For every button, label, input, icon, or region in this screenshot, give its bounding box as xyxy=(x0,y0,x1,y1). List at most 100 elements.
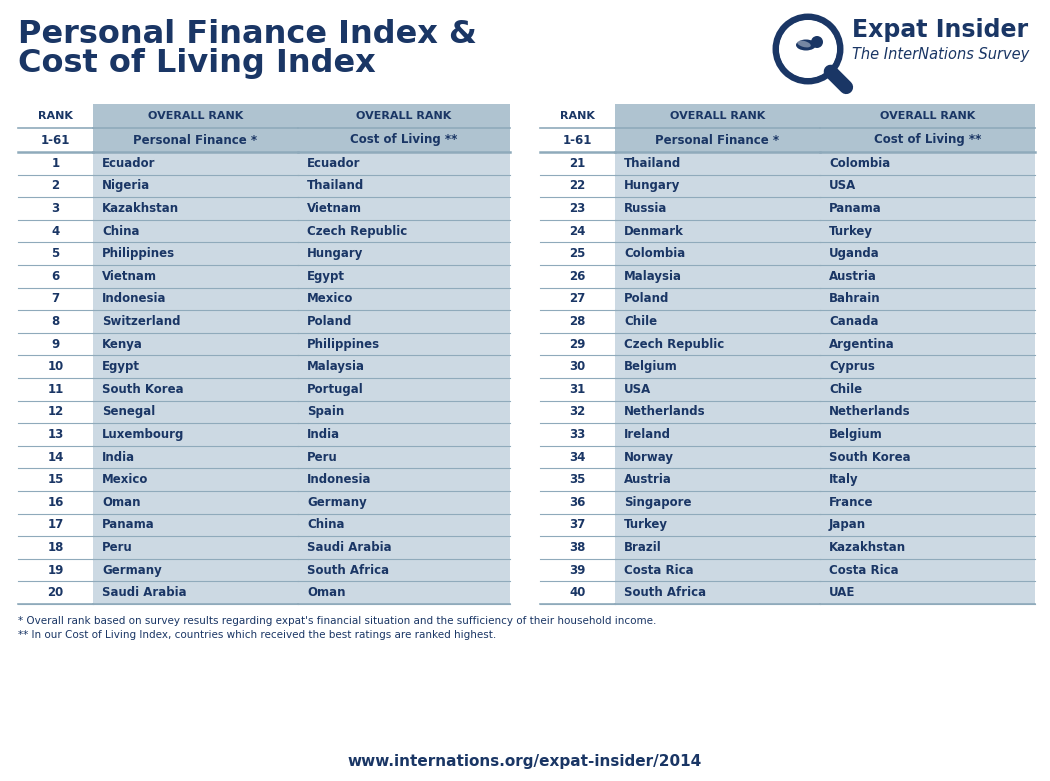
Bar xyxy=(820,446,1035,469)
Text: Panama: Panama xyxy=(102,519,154,531)
Text: Japan: Japan xyxy=(830,519,866,531)
Bar xyxy=(615,491,820,514)
Bar xyxy=(615,469,820,491)
Bar xyxy=(820,558,1035,581)
Text: South Africa: South Africa xyxy=(307,564,390,576)
Bar xyxy=(93,423,298,446)
Bar xyxy=(820,401,1035,423)
Text: Vietnam: Vietnam xyxy=(307,202,362,215)
Text: Uganda: Uganda xyxy=(830,248,880,260)
Bar xyxy=(298,401,510,423)
Text: UAE: UAE xyxy=(830,587,856,599)
Text: Senegal: Senegal xyxy=(102,405,155,419)
Text: Netherlands: Netherlands xyxy=(830,405,910,419)
Text: Personal Finance *: Personal Finance * xyxy=(133,134,257,147)
Text: Vietnam: Vietnam xyxy=(102,269,158,283)
Text: Bahrain: Bahrain xyxy=(830,292,881,305)
Bar xyxy=(615,175,820,197)
Bar xyxy=(820,423,1035,446)
Text: Panama: Panama xyxy=(830,202,882,215)
Text: Denmark: Denmark xyxy=(624,225,684,237)
Bar xyxy=(820,197,1035,219)
Text: OVERALL RANK: OVERALL RANK xyxy=(148,111,244,121)
Bar xyxy=(298,355,510,378)
Text: Saudi Arabia: Saudi Arabia xyxy=(307,541,392,554)
Text: Thailand: Thailand xyxy=(624,157,681,169)
Text: 31: 31 xyxy=(569,383,586,396)
Bar xyxy=(615,242,820,265)
Bar xyxy=(820,128,1035,152)
Bar xyxy=(820,491,1035,514)
Text: Hungary: Hungary xyxy=(624,180,680,192)
Ellipse shape xyxy=(796,40,816,51)
Text: 40: 40 xyxy=(569,587,586,599)
Text: Cyprus: Cyprus xyxy=(830,360,875,373)
Text: Czech Republic: Czech Republic xyxy=(307,225,407,237)
Bar xyxy=(615,401,820,423)
Bar xyxy=(615,333,820,355)
Bar xyxy=(298,469,510,491)
Bar xyxy=(615,197,820,219)
Text: Mexico: Mexico xyxy=(102,473,148,487)
Text: Luxembourg: Luxembourg xyxy=(102,428,185,441)
Text: India: India xyxy=(307,428,340,441)
Bar xyxy=(93,197,298,219)
Text: Personal Finance Index &: Personal Finance Index & xyxy=(18,19,477,50)
Text: 5: 5 xyxy=(51,248,60,260)
Bar xyxy=(298,197,510,219)
Text: Colombia: Colombia xyxy=(830,157,890,169)
Text: OVERALL RANK: OVERALL RANK xyxy=(880,111,975,121)
Text: Cost of Living **: Cost of Living ** xyxy=(874,134,981,147)
Text: Cost of Living **: Cost of Living ** xyxy=(351,134,458,147)
Bar xyxy=(298,219,510,242)
Text: OVERALL RANK: OVERALL RANK xyxy=(670,111,765,121)
Text: South Africa: South Africa xyxy=(624,587,706,599)
Text: Colombia: Colombia xyxy=(624,248,686,260)
Bar xyxy=(93,152,298,175)
Ellipse shape xyxy=(797,41,811,48)
Bar xyxy=(820,104,1035,128)
Text: Egypt: Egypt xyxy=(307,269,345,283)
Text: Malaysia: Malaysia xyxy=(624,269,682,283)
Bar xyxy=(615,128,820,152)
Bar xyxy=(820,242,1035,265)
Text: Ireland: Ireland xyxy=(624,428,671,441)
Text: 37: 37 xyxy=(569,519,586,531)
Bar xyxy=(615,219,820,242)
Text: ** In our Cost of Living Index, countries which received the best ratings are ra: ** In our Cost of Living Index, countrie… xyxy=(18,630,497,640)
Text: Austria: Austria xyxy=(830,269,877,283)
Text: 25: 25 xyxy=(569,248,586,260)
Text: Chile: Chile xyxy=(624,315,657,328)
Text: Nigeria: Nigeria xyxy=(102,180,150,192)
Bar xyxy=(820,333,1035,355)
Text: 32: 32 xyxy=(569,405,586,419)
Text: Malaysia: Malaysia xyxy=(307,360,365,373)
Bar xyxy=(615,423,820,446)
Text: Philippines: Philippines xyxy=(307,337,380,351)
Text: 4: 4 xyxy=(51,225,60,237)
Bar xyxy=(93,446,298,469)
Bar xyxy=(93,581,298,604)
Text: 10: 10 xyxy=(47,360,64,373)
Bar xyxy=(615,558,820,581)
Bar xyxy=(93,355,298,378)
Text: Ecuador: Ecuador xyxy=(307,157,360,169)
Bar xyxy=(93,514,298,537)
Text: 29: 29 xyxy=(569,337,586,351)
Text: 2: 2 xyxy=(51,180,60,192)
Text: Italy: Italy xyxy=(830,473,859,487)
Text: 33: 33 xyxy=(569,428,586,441)
Text: China: China xyxy=(307,519,344,531)
Bar xyxy=(820,514,1035,537)
Bar xyxy=(298,558,510,581)
Bar xyxy=(93,401,298,423)
Text: Oman: Oman xyxy=(102,496,141,508)
Text: 18: 18 xyxy=(47,541,64,554)
Text: Philippines: Philippines xyxy=(102,248,175,260)
Text: Belgium: Belgium xyxy=(624,360,677,373)
Text: Thailand: Thailand xyxy=(307,180,364,192)
Bar xyxy=(93,287,298,310)
Bar xyxy=(615,446,820,469)
Text: 38: 38 xyxy=(569,541,586,554)
Text: 1-61: 1-61 xyxy=(563,134,592,147)
